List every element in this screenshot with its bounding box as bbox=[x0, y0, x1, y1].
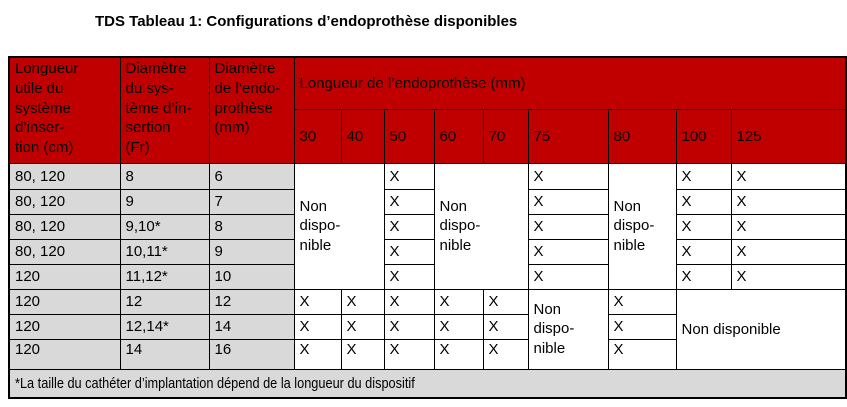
cell-x-75: X bbox=[527, 263, 609, 290]
cell-x-80: X bbox=[607, 288, 677, 315]
cell-x-60: X bbox=[433, 338, 484, 370]
cell-x-80: X bbox=[607, 338, 677, 370]
table-row: 120 11,12* 10 X X X X bbox=[8, 263, 847, 290]
cell-x-125: X bbox=[730, 263, 847, 290]
cell-system-diameter: 10,11* bbox=[119, 238, 210, 265]
length-column-header-30: 30 bbox=[293, 108, 342, 164]
cell-x-125: X bbox=[730, 238, 847, 265]
cell-prosthesis-diameter: 7 bbox=[208, 188, 295, 215]
cell-system-diameter: 11,12* bbox=[119, 263, 210, 290]
cell-prosthesis-diameter: 8 bbox=[208, 213, 295, 240]
cell-x-100: X bbox=[675, 162, 732, 190]
table-row: 120 14 16 X X X X X X bbox=[8, 338, 846, 370]
cell-x-80: X bbox=[607, 313, 677, 340]
cell-x-40: X bbox=[340, 313, 385, 340]
cell-prosthesis-diameter: 16 bbox=[208, 338, 295, 370]
cell-x-70: X bbox=[482, 338, 529, 370]
table-row: 80, 120 9 7 X X X X bbox=[8, 188, 847, 215]
table-title: TDS Tableau 1: Configurations d’endoprot… bbox=[95, 13, 518, 30]
cell-system-diameter: 14 bbox=[119, 338, 210, 370]
length-column-header-70: 70 bbox=[482, 108, 529, 164]
cell-insertion-length: 120 bbox=[8, 338, 121, 370]
header-insertion-length: Longueur utile du système d’inser- tion … bbox=[8, 56, 121, 164]
cell-x-70: X bbox=[482, 288, 529, 315]
header-prosthesis-diameter: Diamètre de l’endo- prothèse (mm) bbox=[208, 56, 295, 164]
cell-x-50: X bbox=[383, 213, 435, 240]
cell-not-available-60-70: Non dispo- nible bbox=[433, 162, 529, 290]
length-column-header-125: 125 bbox=[730, 108, 847, 164]
footnote-cell: *La taille du cathéter d’implantation dé… bbox=[8, 368, 847, 399]
cell-x-50: X bbox=[383, 162, 435, 190]
cell-x-30: X bbox=[293, 338, 342, 370]
length-column-header-60: 60 bbox=[433, 108, 484, 164]
cell-insertion-length: 120 bbox=[8, 288, 121, 315]
cell-prosthesis-diameter: 12 bbox=[208, 288, 295, 315]
cell-x-100: X bbox=[675, 238, 732, 265]
cell-system-diameter: 12,14* bbox=[119, 313, 210, 340]
header-row-2: 30 40 50 60 70 75 80 100 125 bbox=[9, 108, 847, 164]
cell-not-available-75: Non dispo- nible bbox=[527, 288, 609, 370]
cell-insertion-length: 120 bbox=[8, 313, 121, 340]
table-row: 80, 120 9,10* 8 X X X X bbox=[8, 213, 847, 240]
cell-x-75: X bbox=[527, 238, 609, 265]
cell-not-available-100-125: Non disponible bbox=[675, 288, 847, 370]
cell-prosthesis-diameter: 6 bbox=[208, 162, 295, 190]
footnote-row: *La taille du cathéter d’implantation dé… bbox=[8, 368, 847, 399]
cell-not-available-80: Non dispo- nible bbox=[607, 162, 677, 290]
cell-x-40: X bbox=[340, 338, 385, 370]
footnote-text: *La taille du cathéter d’implantation dé… bbox=[15, 374, 415, 392]
cell-prosthesis-diameter: 10 bbox=[208, 263, 295, 290]
length-column-header-100: 100 bbox=[675, 108, 732, 164]
table-row: 80, 120 8 6 Non dispo- nible X Non dispo… bbox=[8, 162, 847, 290]
header-system-diameter: Diamètre du sys- tème d’in- sertion (Fr) bbox=[119, 56, 210, 164]
cell-x-60: X bbox=[433, 313, 484, 340]
cell-prosthesis-diameter: 9 bbox=[208, 238, 295, 265]
cell-x-100: X bbox=[675, 263, 732, 290]
cell-system-diameter: 9,10* bbox=[119, 213, 210, 240]
cell-x-60: X bbox=[433, 288, 484, 315]
cell-system-diameter: 9 bbox=[119, 188, 210, 215]
cell-x-125: X bbox=[730, 213, 847, 240]
cell-x-50: X bbox=[383, 188, 435, 215]
cell-x-100: X bbox=[675, 213, 732, 240]
cell-not-available-30-40: Non dispo- nible bbox=[293, 162, 385, 290]
cell-x-50: X bbox=[383, 238, 435, 265]
cell-x-125: X bbox=[730, 162, 847, 190]
header-prosthesis-length-group: Longueur de l’endoprothèse (mm) bbox=[293, 56, 847, 110]
length-column-header-75: 75 bbox=[527, 108, 609, 164]
header-row-1: Longueur utile du système d’inser- tion … bbox=[8, 56, 847, 164]
cell-x-70: X bbox=[482, 313, 529, 340]
cell-prosthesis-diameter: 14 bbox=[208, 313, 295, 340]
cell-x-75: X bbox=[527, 213, 609, 240]
cell-system-diameter: 12 bbox=[119, 288, 210, 315]
cell-insertion-length: 80, 120 bbox=[8, 238, 121, 265]
length-column-header-80: 80 bbox=[607, 108, 677, 164]
cell-x-125: X bbox=[730, 188, 847, 215]
cell-insertion-length: 80, 120 bbox=[8, 188, 121, 215]
table-row: 80, 120 10,11* 9 X X X X bbox=[8, 238, 847, 265]
table-row: 120 12 12 X X X X X Non dispo- nible X N… bbox=[8, 288, 847, 370]
cell-x-100: X bbox=[675, 188, 732, 215]
cell-insertion-length: 80, 120 bbox=[8, 162, 121, 190]
length-column-header-40: 40 bbox=[340, 108, 385, 164]
endoprosthesis-config-table: Longueur utile du système d’inser- tion … bbox=[8, 56, 847, 399]
cell-insertion-length: 120 bbox=[8, 263, 121, 290]
cell-system-diameter: 8 bbox=[119, 162, 210, 190]
cell-x-30: X bbox=[293, 288, 342, 315]
cell-insertion-length: 80, 120 bbox=[8, 213, 121, 240]
table-row: 120 12,14* 14 X X X X X X bbox=[8, 313, 846, 340]
cell-x-40: X bbox=[340, 288, 385, 315]
cell-x-75: X bbox=[527, 162, 609, 190]
cell-x-50: X bbox=[383, 313, 435, 340]
cell-x-50: X bbox=[383, 288, 435, 315]
cell-x-75: X bbox=[527, 188, 609, 215]
cell-x-50: X bbox=[383, 338, 435, 370]
cell-x-50: X bbox=[383, 263, 435, 290]
cell-x-30: X bbox=[293, 313, 342, 340]
length-column-header-50: 50 bbox=[383, 108, 435, 164]
